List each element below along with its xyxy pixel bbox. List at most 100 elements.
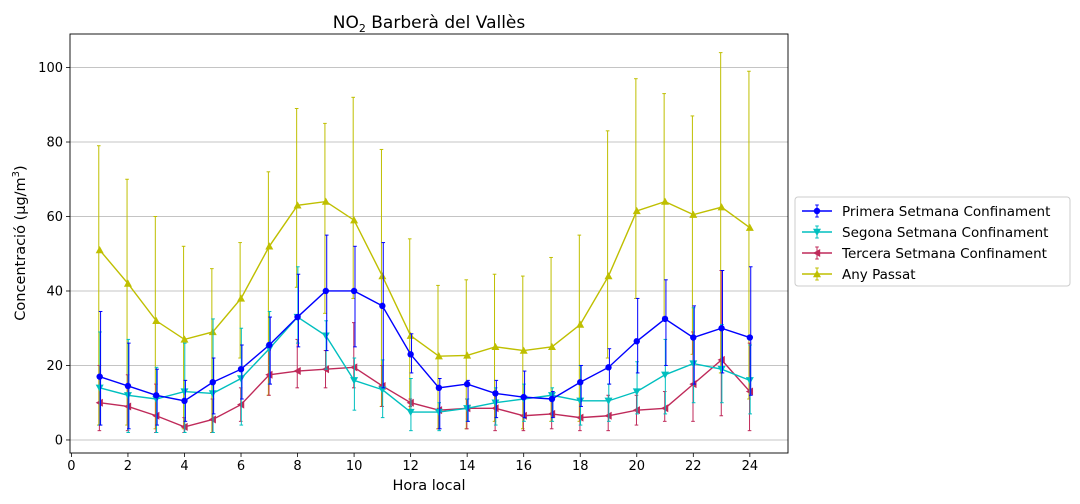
data-point bbox=[690, 334, 697, 341]
gridlines bbox=[70, 67, 788, 441]
data-point bbox=[265, 242, 274, 250]
data-point bbox=[434, 408, 443, 417]
data-point bbox=[321, 197, 330, 205]
data-point bbox=[95, 246, 104, 254]
y-tick-label-100: 100 bbox=[38, 61, 63, 76]
legend-marker bbox=[813, 249, 821, 257]
data-point bbox=[604, 397, 613, 405]
data-point bbox=[95, 384, 104, 392]
data-point bbox=[605, 364, 612, 371]
data-point bbox=[491, 399, 500, 407]
x-tick-label-22: 22 bbox=[685, 459, 702, 474]
legend-label: Primera Setmana Confinament bbox=[842, 204, 1050, 220]
legend-marker bbox=[813, 270, 821, 278]
x-tick-label-2: 2 bbox=[124, 459, 132, 474]
data-point bbox=[547, 392, 556, 400]
data-point bbox=[746, 334, 754, 341]
data-point bbox=[266, 341, 273, 349]
data-point bbox=[577, 379, 584, 386]
data-point bbox=[435, 384, 443, 392]
legend-item-tercera-setmana-confinament: Tercera Setmana Confinament bbox=[802, 246, 1047, 262]
series-line bbox=[99, 200, 751, 357]
legend-box bbox=[794, 196, 1071, 287]
legend-label: Segona Setmana Confinament bbox=[842, 225, 1048, 241]
data-point bbox=[576, 320, 585, 328]
data-point bbox=[548, 395, 556, 403]
x-tick-label-16: 16 bbox=[515, 459, 532, 474]
series-line bbox=[99, 358, 751, 428]
plot-background bbox=[70, 34, 788, 453]
data-point bbox=[406, 408, 415, 417]
data-point bbox=[406, 331, 415, 339]
y-tick-label-80: 80 bbox=[46, 136, 63, 151]
x-tick-label-6: 6 bbox=[237, 459, 245, 474]
data-point bbox=[124, 382, 132, 390]
series-line bbox=[99, 316, 751, 413]
data-point bbox=[492, 390, 499, 397]
data-point bbox=[123, 279, 132, 287]
data-point bbox=[123, 392, 132, 400]
data-point bbox=[745, 223, 754, 231]
data-point bbox=[519, 346, 528, 354]
legend-item-any-passat: Any Passat bbox=[802, 267, 916, 283]
data-point bbox=[633, 338, 640, 345]
legend-marker bbox=[813, 207, 821, 215]
data-point bbox=[152, 316, 161, 324]
data-point bbox=[293, 367, 301, 376]
data-point bbox=[745, 377, 754, 385]
data-point bbox=[180, 422, 188, 431]
data-point bbox=[406, 398, 414, 407]
data-point bbox=[350, 287, 358, 295]
x-tick-label-20: 20 bbox=[628, 459, 645, 474]
x-tick-label-12: 12 bbox=[402, 459, 419, 474]
data-point bbox=[661, 315, 669, 323]
data-point bbox=[322, 287, 330, 295]
x-axis: 0 2 4 6 8 10 12 14 16 18 20 22 24 bbox=[67, 453, 758, 474]
x-tick-label-24: 24 bbox=[742, 459, 759, 474]
data-point bbox=[208, 390, 217, 398]
data-point bbox=[689, 360, 698, 368]
data-point bbox=[576, 413, 584, 422]
data-point bbox=[463, 405, 472, 413]
chart-title: NO2 Barberà del Vallès bbox=[333, 13, 526, 35]
data-point bbox=[407, 351, 414, 358]
data-point bbox=[661, 371, 670, 379]
y-tick-label-40: 40 bbox=[46, 284, 63, 299]
data-point bbox=[350, 363, 358, 372]
data-point bbox=[321, 332, 330, 340]
data-point bbox=[717, 203, 726, 211]
data-point bbox=[689, 210, 698, 218]
x-tick-label-4: 4 bbox=[180, 459, 188, 474]
data-point bbox=[237, 400, 245, 409]
legend-label: Tercera Setmana Confinament bbox=[841, 246, 1047, 262]
legend-label: Any Passat bbox=[842, 267, 916, 283]
data-point bbox=[209, 379, 216, 386]
legend-item-segona-setmana-confinament: Segona Setmana Confinament bbox=[802, 225, 1048, 241]
data-point bbox=[547, 342, 556, 351]
x-tick-label-0: 0 bbox=[67, 459, 75, 474]
x-tick-label-10: 10 bbox=[346, 459, 363, 474]
x-tick-label-14: 14 bbox=[459, 459, 476, 474]
data-point bbox=[632, 206, 641, 215]
y-axis: 0 20 40 60 80 100 bbox=[38, 61, 70, 448]
plot-frame bbox=[69, 33, 789, 454]
data-point bbox=[463, 351, 472, 359]
data-point bbox=[180, 388, 189, 396]
data-point bbox=[491, 342, 500, 351]
x-tick-label-8: 8 bbox=[293, 459, 301, 474]
data-point bbox=[661, 197, 670, 205]
data-point bbox=[520, 393, 527, 401]
data-point bbox=[463, 380, 471, 388]
data-point bbox=[180, 335, 189, 343]
data-point bbox=[294, 313, 301, 321]
legend-marker bbox=[813, 228, 821, 236]
legend-item-primera-setmana-confinament: Primera Setmana Confinament bbox=[802, 204, 1050, 220]
data-point bbox=[604, 411, 612, 420]
data-point bbox=[632, 406, 640, 415]
y-tick-label-20: 20 bbox=[46, 359, 63, 374]
data-point bbox=[576, 397, 585, 405]
x-tick-label-18: 18 bbox=[572, 459, 589, 474]
data-point bbox=[350, 216, 359, 224]
data-point bbox=[237, 294, 246, 302]
